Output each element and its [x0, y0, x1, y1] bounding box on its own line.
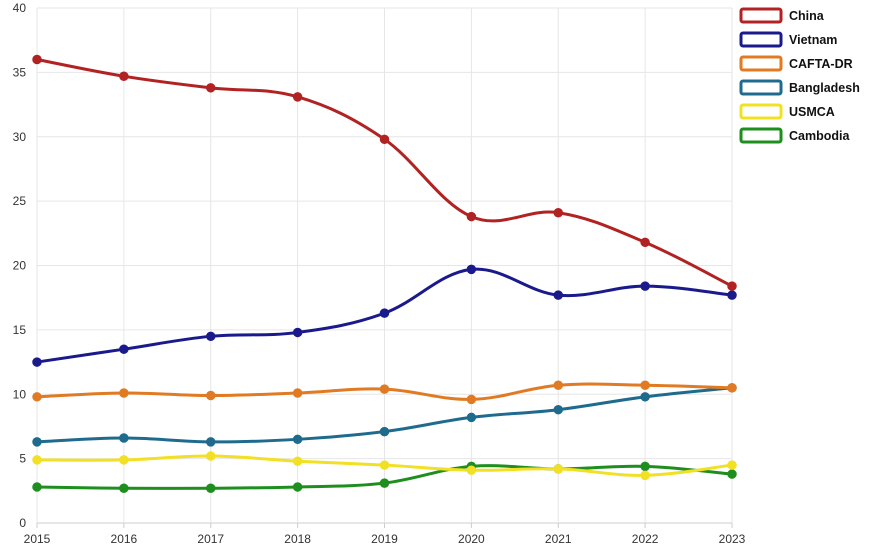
data-point-usmca[interactable]	[32, 455, 42, 465]
axes: 0 5 10 15 20 25 30 35 40 2015 2016 2017 2018 2019 2020…	[13, 1, 746, 546]
data-point-cambodia[interactable]	[292, 482, 303, 492]
legend-item-usmca[interactable]: USMCA	[739, 103, 835, 120]
data-point-cafta-dr[interactable]	[292, 388, 303, 398]
legend-label: CAFTA-DR	[789, 57, 853, 71]
data-point-vietnam[interactable]	[32, 357, 42, 367]
x-tick-label: 2018	[284, 532, 311, 546]
series-china	[32, 54, 737, 291]
data-point-cafta-dr[interactable]	[379, 384, 390, 394]
data-point-china[interactable]	[379, 134, 390, 145]
data-point-cafta-dr[interactable]	[466, 394, 477, 405]
data-point-cafta-dr[interactable]	[553, 380, 563, 390]
data-point-cafta-dr[interactable]	[32, 392, 42, 402]
x-tick-label: 2017	[197, 532, 224, 546]
data-point-china[interactable]	[206, 83, 216, 93]
x-tick-label: 2016	[111, 532, 138, 546]
legend-item-bangladesh[interactable]: Bangladesh	[739, 79, 860, 96]
y-tick-label: 25	[13, 194, 27, 208]
data-point-bangladesh[interactable]	[206, 437, 216, 447]
data-point-vietnam[interactable]	[466, 264, 477, 275]
data-point-cafta-dr[interactable]	[727, 383, 737, 393]
legend-label: Vietnam	[789, 33, 837, 47]
legend-label: Bangladesh	[789, 81, 860, 95]
data-point-cafta-dr[interactable]	[119, 388, 129, 398]
data-point-china[interactable]	[466, 211, 477, 222]
data-point-cambodia[interactable]	[727, 469, 737, 479]
data-point-usmca[interactable]	[206, 451, 216, 461]
x-tick-label: 2019	[371, 532, 398, 546]
data-point-usmca[interactable]	[379, 460, 390, 470]
series-vietnam	[32, 264, 737, 367]
data-point-usmca[interactable]	[727, 460, 737, 470]
legend-swatch	[739, 7, 783, 24]
data-point-usmca[interactable]	[640, 470, 650, 481]
legend-label: China	[789, 9, 825, 23]
data-point-cambodia[interactable]	[119, 483, 129, 493]
data-point-cambodia[interactable]	[32, 482, 42, 492]
y-tick-label: 10	[13, 387, 27, 401]
legend-item-vietnam[interactable]: Vietnam	[739, 31, 837, 48]
data-point-usmca[interactable]	[292, 456, 303, 466]
data-point-usmca[interactable]	[466, 465, 477, 475]
legend-swatch	[739, 127, 783, 144]
series-cafta-dr	[32, 380, 737, 405]
data-point-vietnam[interactable]	[640, 281, 650, 291]
data-point-bangladesh[interactable]	[640, 392, 650, 402]
y-tick-label: 40	[13, 1, 27, 15]
data-point-vietnam[interactable]	[206, 331, 216, 342]
data-point-bangladesh[interactable]	[379, 426, 390, 437]
series-usmca	[32, 451, 737, 481]
x-tick-label: 2023	[719, 532, 746, 546]
y-tick-label: 30	[13, 130, 27, 144]
x-tick-label: 2021	[545, 532, 572, 546]
data-point-cafta-dr[interactable]	[206, 390, 216, 401]
legend-swatch	[739, 55, 783, 72]
data-point-bangladesh[interactable]	[119, 433, 129, 443]
x-tick-label: 2015	[24, 532, 51, 546]
data-point-bangladesh[interactable]	[292, 434, 303, 445]
data-point-bangladesh[interactable]	[466, 412, 477, 423]
y-tick-label: 20	[13, 259, 27, 273]
data-point-cafta-dr[interactable]	[640, 380, 650, 390]
legend-swatch	[739, 31, 783, 48]
y-tick-label: 35	[13, 65, 27, 79]
legend-item-cambodia[interactable]: Cambodia	[739, 127, 850, 144]
x-tick-label: 2020	[458, 532, 485, 546]
data-point-cambodia[interactable]	[379, 478, 390, 488]
grid	[36, 7, 733, 524]
y-tick-label: 15	[13, 323, 27, 337]
legend[interactable]: China Vietnam CAFTA-DR Bangladesh USMCA Cambo…	[739, 7, 860, 144]
legend-swatch	[739, 103, 783, 120]
data-point-usmca[interactable]	[553, 464, 563, 474]
data-point-china[interactable]	[292, 92, 303, 102]
legend-label: Cambodia	[789, 129, 850, 143]
data-point-bangladesh[interactable]	[553, 404, 563, 415]
legend-swatch	[739, 79, 783, 96]
data-point-china[interactable]	[32, 54, 42, 65]
data-point-vietnam[interactable]	[119, 344, 129, 354]
data-point-china[interactable]	[553, 207, 563, 218]
series-lines	[32, 54, 737, 493]
x-tick-label: 2022	[632, 532, 659, 546]
data-point-cambodia[interactable]	[640, 461, 650, 472]
data-point-vietnam[interactable]	[292, 327, 303, 338]
data-point-china[interactable]	[727, 281, 737, 291]
y-tick-label: 0	[19, 516, 26, 530]
y-tick-label: 5	[19, 452, 26, 466]
data-point-bangladesh[interactable]	[32, 437, 42, 447]
data-point-china[interactable]	[640, 237, 650, 248]
data-point-vietnam[interactable]	[727, 290, 737, 300]
data-point-usmca[interactable]	[119, 455, 129, 465]
legend-label: USMCA	[789, 105, 835, 119]
data-point-vietnam[interactable]	[553, 290, 563, 300]
data-point-cambodia[interactable]	[206, 483, 216, 493]
legend-item-china[interactable]: China	[739, 7, 825, 24]
data-point-vietnam[interactable]	[379, 308, 390, 318]
legend-item-cafta-dr[interactable]: CAFTA-DR	[739, 55, 853, 72]
data-point-china[interactable]	[119, 71, 129, 81]
